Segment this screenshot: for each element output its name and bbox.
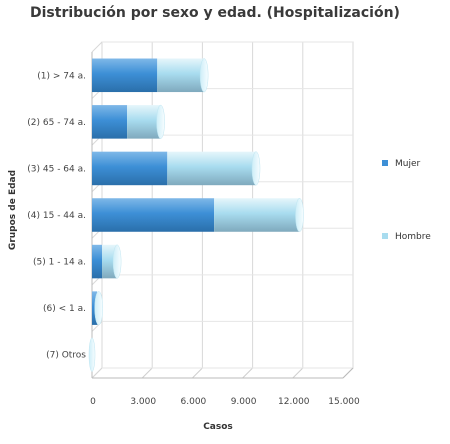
x-tick-label: 9.000 [231,397,257,407]
legend-label-mujer: Mujer [395,159,421,169]
bar-cap-6 [88,337,96,372]
y-tick-label: (3) 45 - 64 a. [27,164,86,174]
bar-mujer-4 [92,244,103,279]
y-axis-title: Grupos de Edad [8,170,18,250]
bar-hombre-1 [127,105,161,139]
bar-cap-3 [295,197,304,233]
x-tick-label: 15.000 [328,397,360,407]
bar-cap-1 [156,104,165,139]
bar-cap-2 [251,151,261,186]
bar-mujer-1 [92,105,128,139]
y-tick-label: (1) > 74 a. [37,71,86,81]
legend-label-hombre: Hombre [395,232,431,242]
x-tick-label: 6.000 [181,397,207,407]
y-tick-label: (6) < 1 a. [43,304,86,314]
bar-hombre-3 [214,198,300,232]
legend-swatch-mujer [382,160,388,166]
y-tick-label: (4) 15 - 44 a. [27,211,86,221]
bar-cap-4 [112,244,122,279]
bar-mujer-3 [92,198,215,232]
bar-cap-0 [199,58,209,93]
chart-title: Distribución por sexo y edad. (Hospitali… [30,5,400,21]
bar-hombre-4 [102,244,118,279]
y-tick-label: (7) Otros [46,351,86,361]
x-axis-title: Casos [203,422,233,432]
bar-hombre-0 [157,58,205,93]
bar-mujer-0 [92,58,158,93]
x-tick-label: 3.000 [130,397,156,407]
bar-cap-5 [94,291,103,326]
y-tick-label: (2) 65 - 74 a. [27,118,86,128]
bar-hombre-2 [167,151,256,186]
y-tick-label: (5) 1 - 14 a. [33,258,86,268]
legend-swatch-hombre [382,233,388,239]
bar-mujer-2 [92,151,168,186]
x-tick-label: 12.000 [278,397,310,407]
x-tick-label: 0 [90,397,96,407]
